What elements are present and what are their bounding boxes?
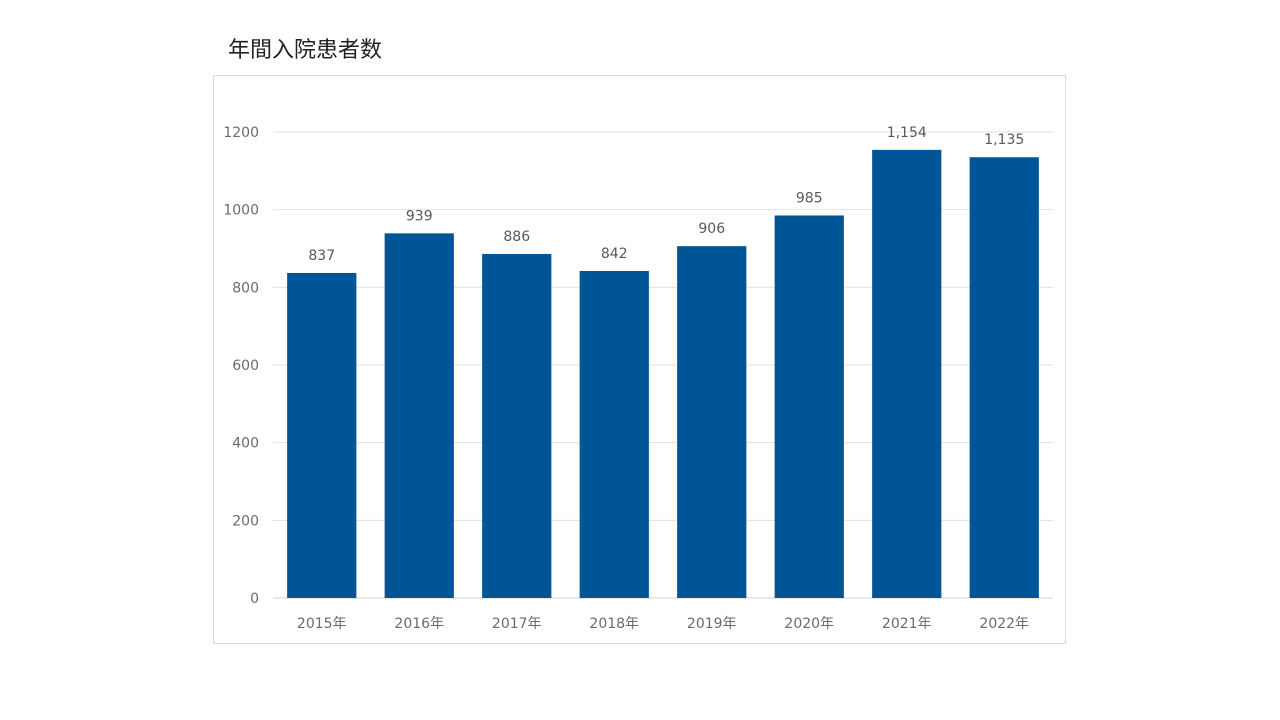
data-labels: 837 939 886 842 906 985 1,154 1,135 (308, 125, 1024, 264)
y-axis-ticks: 0 200 400 600 800 1000 1200 (223, 125, 259, 607)
data-label: 906 (698, 221, 725, 237)
bars (287, 149, 1039, 599)
data-label: 837 (308, 248, 335, 264)
data-label: 939 (406, 208, 433, 224)
chart-area: 0 200 400 600 800 1000 1200 837 939 886 842 906 985… (213, 75, 1066, 644)
chart-title: 年間入院患者数 (228, 38, 383, 63)
bar-2016年 (384, 233, 454, 599)
x-tick-label: 2019年 (687, 616, 737, 632)
data-label: 1,135 (984, 132, 1024, 148)
x-axis-ticks: 2015年 2016年 2017年 2018年 2019年 2020年 2021年 2022年 (297, 616, 1029, 632)
y-tick-label: 0 (250, 591, 259, 607)
bar-2020年 (774, 215, 844, 598)
bar-2017年 (482, 253, 552, 599)
data-label: 985 (796, 190, 823, 206)
x-tick-label: 2020年 (784, 616, 834, 632)
bar-2022年 (969, 157, 1039, 598)
y-tick-label: 1200 (223, 125, 259, 141)
x-tick-label: 2016年 (394, 616, 444, 632)
x-tick-label: 2018年 (589, 616, 639, 632)
y-tick-label: 400 (232, 436, 259, 452)
x-tick-label: 2021年 (882, 616, 932, 632)
x-tick-label: 2017年 (492, 616, 542, 632)
bar-2021年 (872, 149, 942, 598)
y-tick-label: 1000 (223, 203, 259, 219)
x-tick-label: 2015年 (297, 616, 347, 632)
data-label: 842 (601, 246, 628, 262)
bar-chart: 0 200 400 600 800 1000 1200 837 939 886 842 906 985… (223, 125, 1053, 632)
bar-2015年 (287, 272, 357, 598)
bar-2019年 (677, 246, 747, 599)
y-tick-label: 600 (232, 358, 259, 374)
data-label: 886 (503, 229, 530, 245)
x-tick-label: 2022年 (979, 616, 1029, 632)
bar-2018年 (579, 271, 649, 598)
y-tick-label: 200 (232, 513, 259, 529)
y-tick-label: 800 (232, 280, 259, 296)
data-label: 1,154 (887, 125, 927, 141)
